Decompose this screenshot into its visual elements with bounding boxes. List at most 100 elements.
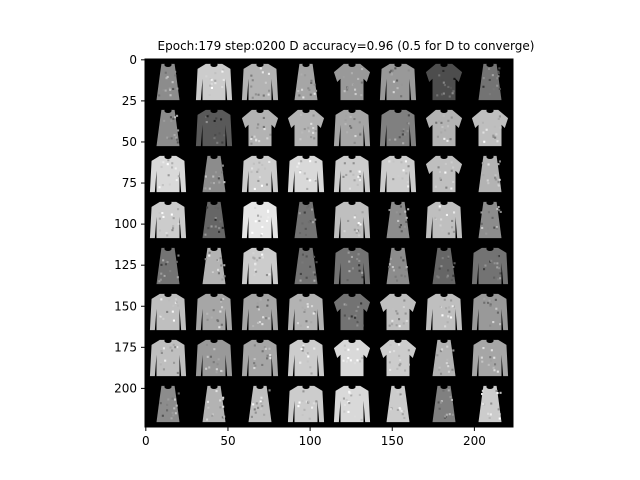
pixel-texture <box>393 350 396 353</box>
pixel-texture <box>314 218 317 221</box>
pixel-texture <box>221 226 224 229</box>
pixel-texture <box>396 367 399 370</box>
pixel-texture <box>299 324 302 327</box>
pixel-texture <box>212 361 215 364</box>
pixel-texture <box>216 141 219 144</box>
pixel-texture <box>306 187 309 190</box>
pixel-texture <box>447 389 450 392</box>
pixel-texture <box>252 162 255 165</box>
pixel-texture <box>171 310 174 313</box>
neckline <box>256 384 264 390</box>
pixel-texture <box>445 413 448 416</box>
neckline <box>440 292 448 298</box>
pixel-texture <box>342 359 345 362</box>
pixel-texture <box>301 88 304 91</box>
pixel-texture <box>436 275 439 278</box>
garment-shape <box>294 63 318 101</box>
pixel-texture <box>400 274 403 277</box>
garment-shape <box>195 63 233 101</box>
pixel-texture <box>400 230 403 233</box>
pixel-texture <box>167 398 170 401</box>
pixel-texture <box>310 79 313 82</box>
neckline <box>394 62 402 68</box>
pixel-texture <box>350 315 353 318</box>
pixel-texture <box>407 69 410 72</box>
pixel-texture <box>269 133 272 136</box>
pixel-texture <box>404 133 407 136</box>
pixel-texture <box>314 161 317 164</box>
pixel-texture <box>394 138 397 141</box>
pixel-texture <box>487 412 490 415</box>
pixel-texture <box>446 321 449 324</box>
pixel-texture <box>438 120 441 123</box>
pixel-texture <box>313 92 316 95</box>
pixel-texture <box>306 326 309 329</box>
pixel-texture <box>254 268 257 271</box>
neckline <box>394 200 402 206</box>
pixel-texture <box>175 404 178 407</box>
pixel-texture <box>307 221 310 224</box>
pixel-texture <box>406 130 409 133</box>
pixel-texture <box>252 403 255 406</box>
pixel-texture <box>260 184 263 187</box>
pixel-texture <box>175 136 178 139</box>
pixel-texture <box>264 81 267 84</box>
pixel-texture <box>222 405 225 408</box>
pixel-texture <box>255 270 258 273</box>
pixel-texture <box>402 169 405 172</box>
garment-tile <box>379 154 417 193</box>
x-tick-label: 50 <box>220 434 235 448</box>
garment-shape <box>333 155 371 193</box>
pixel-texture <box>177 304 180 307</box>
garment-tile <box>379 62 417 101</box>
pixel-texture <box>435 167 438 170</box>
garment-tile <box>471 108 509 147</box>
pixel-texture <box>159 402 162 405</box>
pixel-texture <box>388 324 391 327</box>
pixel-texture <box>222 297 225 300</box>
pixel-texture <box>399 362 402 365</box>
pixel-texture <box>215 390 218 393</box>
pixel-texture <box>307 126 310 129</box>
garment-tile <box>386 384 410 423</box>
pixel-texture <box>174 70 177 73</box>
pixel-texture <box>256 302 259 305</box>
pixel-texture <box>169 88 172 91</box>
pixel-texture <box>172 304 175 307</box>
pixel-texture <box>219 310 222 313</box>
pixel-texture <box>162 259 165 262</box>
neckline <box>486 154 494 160</box>
pixel-texture <box>213 137 216 140</box>
neckline <box>256 62 264 68</box>
pixel-texture <box>452 265 455 268</box>
pixel-texture <box>402 322 405 325</box>
pixel-texture <box>359 179 362 182</box>
pixel-texture <box>449 396 452 399</box>
garment-shape <box>432 385 456 423</box>
neckline <box>486 338 494 344</box>
pixel-texture <box>261 253 264 256</box>
pixel-texture <box>298 217 301 220</box>
pixel-texture <box>299 279 302 282</box>
pixel-texture <box>223 181 226 184</box>
pixel-texture <box>166 234 169 237</box>
pixel-texture <box>266 137 269 140</box>
pixel-texture <box>354 214 357 217</box>
pixel-texture <box>436 135 439 138</box>
pixel-texture <box>253 273 256 276</box>
pixel-texture <box>439 178 442 181</box>
pixel-texture <box>217 358 220 361</box>
garment-shape <box>333 247 371 285</box>
garment-shape <box>432 247 456 285</box>
pixel-texture <box>158 211 161 214</box>
pixel-texture <box>450 169 453 172</box>
pixel-texture <box>176 346 179 349</box>
pixel-texture <box>158 313 161 316</box>
pixel-texture <box>258 219 261 222</box>
neckline <box>164 62 172 68</box>
pixel-texture <box>168 87 171 90</box>
pixel-texture <box>172 217 175 220</box>
pixel-texture <box>493 276 496 279</box>
pixel-texture <box>208 251 211 254</box>
pixel-texture <box>358 170 361 173</box>
